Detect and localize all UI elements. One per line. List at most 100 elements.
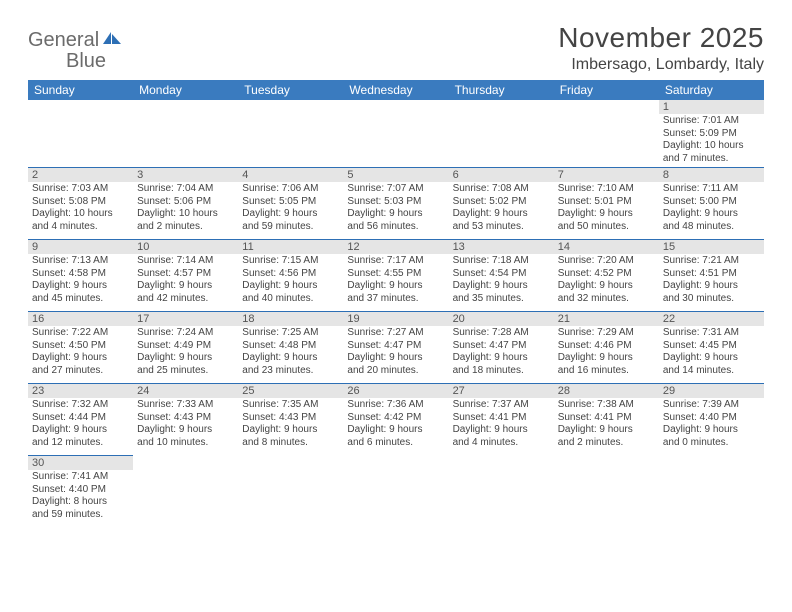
title-block: November 2025 Imbersago, Lombardy, Italy <box>558 22 764 74</box>
day-number: 5 <box>343 167 448 182</box>
calendar-cell: 11Sunrise: 7:15 AMSunset: 4:56 PMDayligh… <box>238 239 343 311</box>
sun-info-line: Daylight: 9 hours <box>242 352 339 365</box>
calendar-cell: 16Sunrise: 7:22 AMSunset: 4:50 PMDayligh… <box>28 311 133 383</box>
calendar-cell <box>659 455 764 527</box>
sun-info-line: Daylight: 9 hours <box>453 208 550 221</box>
sun-info-line: Sunset: 4:45 PM <box>663 340 760 353</box>
day-number: 7 <box>554 167 659 182</box>
calendar-cell <box>449 100 554 167</box>
sun-info-line: Sunrise: 7:08 AM <box>453 183 550 196</box>
sun-info-line: Sunrise: 7:04 AM <box>137 183 234 196</box>
sun-info-line: Daylight: 9 hours <box>137 352 234 365</box>
sun-info-line: Sunset: 4:51 PM <box>663 268 760 281</box>
sun-info-line: Sunrise: 7:13 AM <box>32 255 129 268</box>
sun-info-line: and 6 minutes. <box>347 437 444 450</box>
sun-info-line: and 59 minutes. <box>32 509 129 522</box>
sun-info-line: Sunrise: 7:15 AM <box>242 255 339 268</box>
calendar-cell: 30Sunrise: 7:41 AMSunset: 4:40 PMDayligh… <box>28 455 133 527</box>
sun-info-line: and 4 minutes. <box>32 221 129 234</box>
sun-info-line: Daylight: 9 hours <box>663 208 760 221</box>
sun-info-line: Daylight: 9 hours <box>453 280 550 293</box>
calendar-cell: 6Sunrise: 7:08 AMSunset: 5:02 PMDaylight… <box>449 167 554 239</box>
sun-info-line: and 56 minutes. <box>347 221 444 234</box>
day-header: Tuesday <box>238 80 343 100</box>
calendar-cell: 29Sunrise: 7:39 AMSunset: 4:40 PMDayligh… <box>659 383 764 455</box>
calendar-cell: 9Sunrise: 7:13 AMSunset: 4:58 PMDaylight… <box>28 239 133 311</box>
logo-word2: Blue <box>66 50 106 72</box>
day-number: 16 <box>28 311 133 326</box>
sun-info-line: Daylight: 9 hours <box>558 208 655 221</box>
sun-info-line: Daylight: 9 hours <box>558 280 655 293</box>
sun-info-line: Sunset: 4:46 PM <box>558 340 655 353</box>
day-number: 15 <box>659 239 764 254</box>
sun-info-line: Sunrise: 7:10 AM <box>558 183 655 196</box>
calendar-cell: 21Sunrise: 7:29 AMSunset: 4:46 PMDayligh… <box>554 311 659 383</box>
location: Imbersago, Lombardy, Italy <box>558 56 764 74</box>
sun-info-line: and 37 minutes. <box>347 293 444 306</box>
sun-info-line: Sunset: 5:09 PM <box>663 128 760 141</box>
day-number: 30 <box>28 455 133 470</box>
sun-info-line: Sunrise: 7:41 AM <box>32 471 129 484</box>
sun-info-line: Sunset: 4:56 PM <box>242 268 339 281</box>
calendar-cell <box>343 100 448 167</box>
calendar-cell: 25Sunrise: 7:35 AMSunset: 4:43 PMDayligh… <box>238 383 343 455</box>
day-header: Saturday <box>659 80 764 100</box>
sun-info-line: and 40 minutes. <box>242 293 339 306</box>
calendar-cell: 22Sunrise: 7:31 AMSunset: 4:45 PMDayligh… <box>659 311 764 383</box>
day-number: 1 <box>659 100 764 114</box>
sun-info-line: and 12 minutes. <box>32 437 129 450</box>
day-number: 26 <box>343 383 448 398</box>
sun-info-line: and 14 minutes. <box>663 365 760 378</box>
sun-info-line: Sunset: 4:54 PM <box>453 268 550 281</box>
day-number: 18 <box>238 311 343 326</box>
sun-info-line: Sunrise: 7:31 AM <box>663 327 760 340</box>
day-number: 24 <box>133 383 238 398</box>
sun-info-line: Sunrise: 7:01 AM <box>663 115 760 128</box>
sun-info-line: Sunrise: 7:18 AM <box>453 255 550 268</box>
sun-info-line: Sunrise: 7:25 AM <box>242 327 339 340</box>
sun-info-line: Sunset: 4:47 PM <box>453 340 550 353</box>
day-number: 21 <box>554 311 659 326</box>
sun-info-line: Daylight: 9 hours <box>558 424 655 437</box>
sun-info-line: Sunset: 4:52 PM <box>558 268 655 281</box>
sun-info-line: Sunset: 4:49 PM <box>137 340 234 353</box>
sun-info-line: Daylight: 9 hours <box>347 208 444 221</box>
calendar-cell: 13Sunrise: 7:18 AMSunset: 4:54 PMDayligh… <box>449 239 554 311</box>
sun-info-line: Sunset: 4:41 PM <box>453 412 550 425</box>
sun-info-line: Daylight: 9 hours <box>32 424 129 437</box>
sun-info-line: Sunrise: 7:03 AM <box>32 183 129 196</box>
sun-info-line: and 32 minutes. <box>558 293 655 306</box>
sun-info-line: and 8 minutes. <box>242 437 339 450</box>
sun-info-line: Daylight: 9 hours <box>663 352 760 365</box>
day-number: 14 <box>554 239 659 254</box>
calendar-cell: 7Sunrise: 7:10 AMSunset: 5:01 PMDaylight… <box>554 167 659 239</box>
calendar-cell <box>133 100 238 167</box>
sun-info-line: and 7 minutes. <box>663 153 760 166</box>
sun-info-line: Sunset: 4:44 PM <box>32 412 129 425</box>
sun-info-line: Daylight: 8 hours <box>32 496 129 509</box>
day-number: 12 <box>343 239 448 254</box>
calendar-cell <box>554 100 659 167</box>
day-number: 28 <box>554 383 659 398</box>
calendar-cell: 17Sunrise: 7:24 AMSunset: 4:49 PMDayligh… <box>133 311 238 383</box>
sun-info-line: and 50 minutes. <box>558 221 655 234</box>
sun-info-line: Sunset: 4:43 PM <box>242 412 339 425</box>
calendar-cell <box>449 455 554 527</box>
sun-info-line: Sunrise: 7:29 AM <box>558 327 655 340</box>
calendar-cell <box>343 455 448 527</box>
sun-info-line: and 20 minutes. <box>347 365 444 378</box>
sun-info-line: Daylight: 9 hours <box>242 208 339 221</box>
day-number: 20 <box>449 311 554 326</box>
sun-info-line: Sunset: 4:40 PM <box>663 412 760 425</box>
day-number: 25 <box>238 383 343 398</box>
sun-info-line: Sunset: 4:55 PM <box>347 268 444 281</box>
sun-info-line: Sunrise: 7:39 AM <box>663 399 760 412</box>
sun-info-line: Daylight: 9 hours <box>347 424 444 437</box>
sun-info-line: Sunset: 5:05 PM <box>242 196 339 209</box>
sun-info-line: and 2 minutes. <box>558 437 655 450</box>
sun-info-line: and 4 minutes. <box>453 437 550 450</box>
sun-info-line: Daylight: 9 hours <box>558 352 655 365</box>
sun-info-line: and 45 minutes. <box>32 293 129 306</box>
calendar-cell: 10Sunrise: 7:14 AMSunset: 4:57 PMDayligh… <box>133 239 238 311</box>
sun-info-line: Daylight: 10 hours <box>32 208 129 221</box>
